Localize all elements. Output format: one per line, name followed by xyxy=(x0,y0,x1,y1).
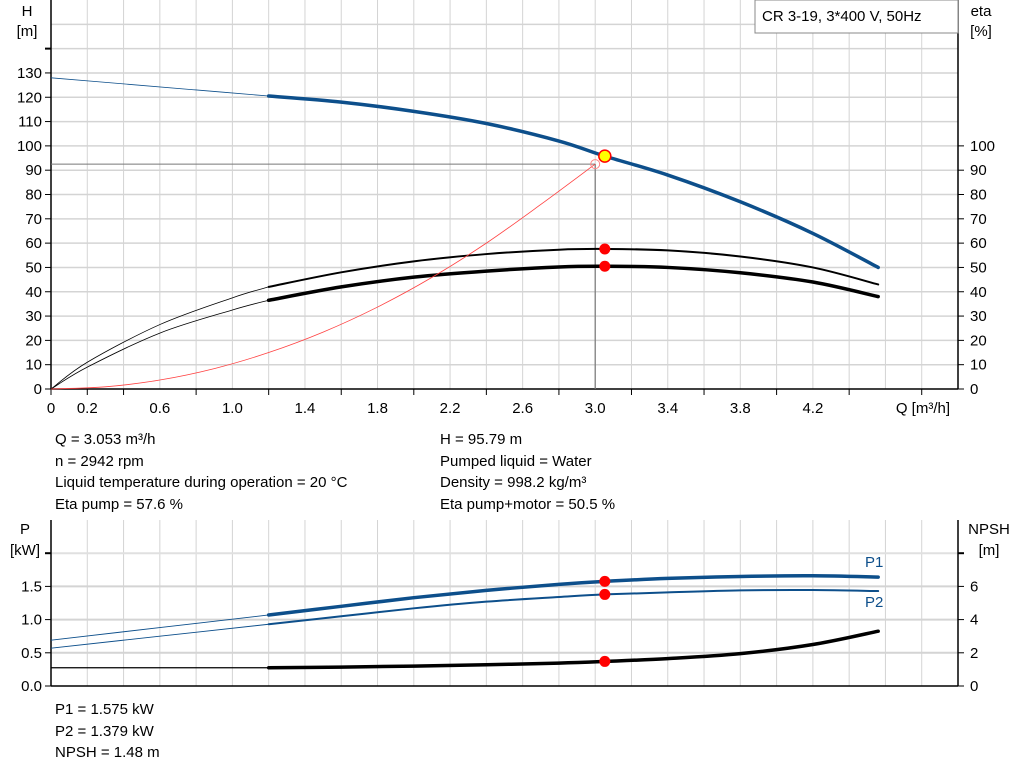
eta-pump-curve-thin xyxy=(50,286,269,390)
y-tick-label-left: 0 xyxy=(34,381,42,398)
y-tick-label-left: 20 xyxy=(25,332,42,349)
y-tick-label-right: 50 xyxy=(970,259,987,276)
y-axis-label-right-unit: [m] xyxy=(979,542,1000,559)
y-tick-label-left: 40 xyxy=(25,284,42,301)
eta-pump-motor-curve-thin xyxy=(50,299,269,390)
info-top-right: H = 95.79 m Pumped liquid = Water Densit… xyxy=(440,429,615,515)
system-point-marker xyxy=(590,159,601,170)
x-tick-label: 0.2 xyxy=(77,400,98,417)
H-curve-thin xyxy=(50,77,269,97)
y-tick-label-right: 90 xyxy=(970,162,987,179)
p1-point xyxy=(599,575,611,587)
P1-curve-thin xyxy=(50,614,269,641)
x-tick-label: 1.0 xyxy=(222,400,243,417)
x-tick-label: 4.2 xyxy=(802,400,823,417)
y-tick-label-right: 30 xyxy=(970,308,987,325)
info-eta-pump-motor: Eta pump+motor = 50.5 % xyxy=(440,495,616,513)
info-head: H = 95.79 m xyxy=(440,431,523,448)
H-curve xyxy=(266,94,880,270)
y-tick-label-left: 60 xyxy=(25,235,42,252)
y-tick-label-right: 100 xyxy=(970,138,995,155)
p1-label: P1 xyxy=(865,554,883,571)
system-curve xyxy=(50,163,596,390)
y-tick-label-right: 10 xyxy=(970,357,987,374)
P2-curve-thin xyxy=(50,623,269,649)
y-tick-label-left: 120 xyxy=(17,89,42,106)
x-tick-label: 3.4 xyxy=(657,400,678,417)
eta-pump-point xyxy=(599,243,611,255)
P2-curve xyxy=(267,589,880,626)
y-tick-label-left: 0.0 xyxy=(21,678,42,695)
y-tick-label-right: 60 xyxy=(970,235,987,252)
x-tick-label: 0 xyxy=(47,400,55,417)
info-speed: n = 2942 rpm xyxy=(55,452,144,470)
y-tick-label-left: 90 xyxy=(25,162,42,179)
y-tick-label-right: 0 xyxy=(970,381,978,398)
y-tick-label-right: 4 xyxy=(970,612,978,629)
y-tick-label-right: 20 xyxy=(970,332,987,349)
info-top-left: Q = 3.053 m³/h n = 2942 rpm Liquid tempe… xyxy=(55,429,347,515)
P1-curve xyxy=(266,574,880,617)
x-tick-label: 0.6 xyxy=(149,400,170,417)
x-tick-label: 3.0 xyxy=(585,400,606,417)
x-axis-label: Q [m³/h] xyxy=(896,400,950,417)
head-efficiency-chart: 0 10 20 30 40 50 60 70 80 90 100 110 120 130 0 10 20 30 40… xyxy=(17,0,995,417)
y-tick-label-left: 130 xyxy=(17,65,42,82)
y-axis-label-left: P xyxy=(20,521,30,538)
info-flow: Q = 3.053 m³/h xyxy=(55,431,156,448)
x-tick-label: 1.8 xyxy=(367,400,388,417)
info-pumped-liquid: Pumped liquid = Water xyxy=(440,452,592,470)
info-eta-pump: Eta pump = 57.6 % xyxy=(55,495,183,513)
chart-title: CR 3-19, 3*400 V, 50Hz xyxy=(762,8,922,25)
info-p2: P2 = 1.379 kW xyxy=(55,722,154,740)
x-tick-label: 2.6 xyxy=(512,400,533,417)
y-tick-label-left: 1.0 xyxy=(21,612,42,629)
x-tick-label: 3.8 xyxy=(730,400,751,417)
info-bottom: P1 = 1.575 kW P2 = 1.379 kW NPSH = 1.48 … xyxy=(55,699,160,764)
npsh-point xyxy=(599,655,611,667)
p2-label: P2 xyxy=(865,594,883,611)
p2-point xyxy=(599,588,611,600)
y-tick-label-left: 1.5 xyxy=(21,578,42,595)
info-density: Density = 998.2 kg/m³ xyxy=(440,474,587,491)
NPSH-curve xyxy=(266,629,880,670)
y-axis-label-left-unit: [m] xyxy=(17,23,38,40)
y-axis-label-right-unit: [%] xyxy=(970,23,992,40)
y-tick-label-left: 50 xyxy=(25,259,42,276)
y-tick-label-right: 70 xyxy=(970,211,987,228)
eta-pump-motor-curve xyxy=(266,264,880,303)
info-p1: P1 = 1.575 kW xyxy=(55,701,154,718)
y-tick-label-right: 2 xyxy=(970,645,978,662)
info-liquid-temp: Liquid temperature during operation = 20… xyxy=(55,474,348,491)
title-box: CR 3-19, 3*400 V, 50Hz xyxy=(754,0,959,34)
y-tick-label-right: 6 xyxy=(970,578,978,595)
y-tick-label-left: 70 xyxy=(25,211,42,228)
power-npsh-chart: 0.0 0.5 1.0 1.5 0 2 4 6 P [kW] NPSH [m] P1 P2 xyxy=(10,520,1010,695)
y-tick-label-left: 0.5 xyxy=(21,645,42,662)
y-axis-label-right: eta xyxy=(971,3,993,20)
y-tick-label-left: 30 xyxy=(25,308,42,325)
y-tick-label-left: 80 xyxy=(25,187,42,204)
y-axis-label-left-unit: [kW] xyxy=(10,542,40,559)
info-npsh: NPSH = 1.48 m xyxy=(55,744,160,761)
eta-pump-motor-point xyxy=(599,260,611,272)
duty-point xyxy=(598,149,612,163)
y-tick-label-right: 80 xyxy=(970,187,987,204)
eta-pump-curve xyxy=(267,247,880,288)
y-tick-label-right: 40 xyxy=(970,284,987,301)
x-tick-label: 2.2 xyxy=(440,400,461,417)
x-tick-label: 1.4 xyxy=(295,400,316,417)
y-axis-label-right: NPSH xyxy=(968,521,1010,538)
y-tick-label-left: 110 xyxy=(18,114,42,131)
y-tick-label-right: 0 xyxy=(970,678,978,695)
y-tick-label-left: 100 xyxy=(17,138,42,155)
y-axis-label-left: H xyxy=(22,3,33,20)
y-tick-label-left: 10 xyxy=(25,357,42,374)
